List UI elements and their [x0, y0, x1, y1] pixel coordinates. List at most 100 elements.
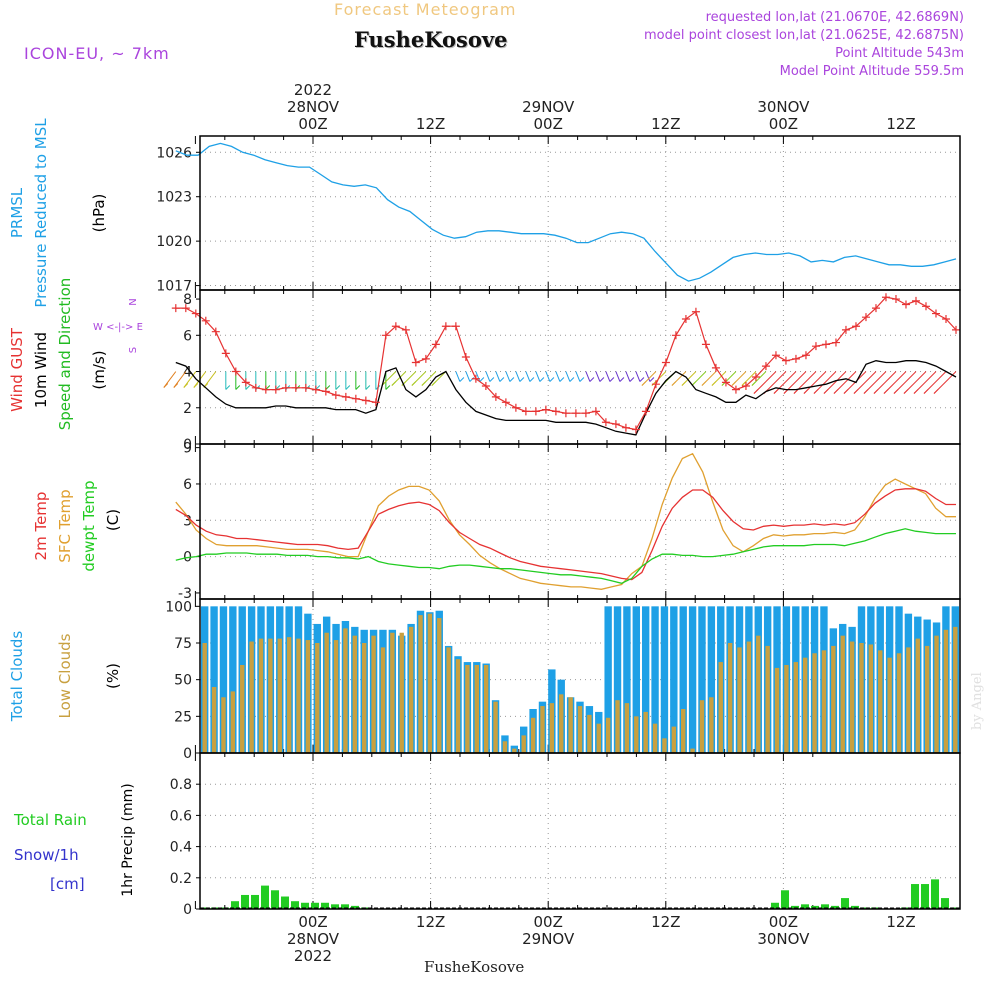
- low-cloud-bar: [465, 665, 470, 753]
- low-cloud-bar: [587, 714, 592, 753]
- gust-marker: [461, 353, 470, 362]
- wind-arrow-head: [933, 389, 939, 394]
- wind-arrow-head: [421, 381, 427, 386]
- low-cloud-bar: [530, 717, 536, 753]
- wind-arrow-head: [773, 389, 779, 394]
- wind-arrow-head: [355, 385, 361, 390]
- wind-arrow-head: [589, 377, 595, 382]
- low-cloud-bar: [953, 626, 958, 753]
- wind-arrow-head: [385, 385, 391, 390]
- wind-direction-arrow: [575, 371, 581, 382]
- gust-marker: [891, 295, 900, 304]
- bottom-time-label: 00Z: [534, 913, 563, 931]
- low-cloud-bar: [221, 697, 226, 753]
- gust-marker: [501, 398, 510, 407]
- low-cloud-bar: [756, 635, 761, 753]
- rain-bar: [821, 904, 829, 909]
- gust-marker: [421, 354, 430, 363]
- wind-arrow-head: [731, 381, 737, 386]
- gust-marker: [711, 363, 720, 372]
- gust-marker: [691, 307, 700, 316]
- y-tick-label: 2: [183, 401, 192, 417]
- wind-arrow-head: [883, 389, 889, 394]
- low-cloud-bar: [343, 628, 348, 753]
- rain-bar: [321, 902, 329, 909]
- y-tick-label: 75: [174, 636, 192, 652]
- low-cloud-bar: [230, 691, 236, 753]
- compass-south: S: [128, 347, 139, 353]
- gust-marker: [651, 380, 660, 389]
- low-cloud-bar: [643, 711, 648, 753]
- low-cloud-bar: [934, 635, 939, 753]
- wind-arrow-head: [753, 389, 759, 394]
- total-cloud-bar: [604, 606, 612, 753]
- low-cloud-bar: [596, 723, 601, 753]
- top-time-label: 00Z: [534, 115, 563, 133]
- low-cloud-bar: [211, 687, 217, 753]
- point-altitude: Point Altitude 543m: [835, 46, 964, 61]
- low-cloud-bar: [671, 726, 677, 753]
- y-tick-label: 4: [183, 365, 192, 381]
- low-cloud-bar: [859, 643, 864, 753]
- wind-arrow-head: [913, 389, 919, 394]
- wind-direction-arrow: [455, 371, 461, 382]
- wind-arrow-head: [235, 385, 241, 390]
- low-cloud-bar: [943, 629, 949, 753]
- gust-marker: [361, 396, 370, 405]
- wind-arrow-head: [391, 381, 397, 386]
- low-cloud-bar: [277, 638, 282, 753]
- y-tick-label: 25: [174, 709, 192, 725]
- low-cloud-bar: [559, 694, 564, 753]
- bottom-time-label: 12Z: [416, 913, 445, 931]
- gust-marker: [641, 407, 650, 416]
- bottom-time-label: 28NOV: [287, 930, 340, 948]
- gust-marker: [751, 372, 760, 381]
- top-time-label: 00Z: [769, 115, 798, 133]
- gust-marker: [921, 302, 930, 311]
- gust-marker: [471, 374, 480, 383]
- total-cloud-bar: [219, 606, 228, 753]
- low-cloud-bar: [380, 647, 386, 753]
- low-cloud-bar: [774, 667, 780, 753]
- low-cloud-bar: [268, 638, 273, 753]
- wind-direction-arrow: [605, 371, 611, 382]
- low-cloud-bar: [784, 665, 789, 753]
- low-cloud-bar: [765, 645, 770, 753]
- wind-arrow-head: [823, 389, 829, 394]
- cloud-unit: (%): [104, 663, 122, 689]
- gust-marker: [221, 349, 230, 358]
- low-cloud-bar: [549, 703, 555, 753]
- wind-arrow-head: [275, 385, 281, 390]
- low-cloud-bar: [652, 723, 658, 753]
- total-cloud-label: Total Clouds: [8, 631, 26, 723]
- temp2m-label: 2m Temp: [32, 492, 50, 561]
- rain-bar: [331, 904, 339, 909]
- rain-bar: [831, 905, 839, 909]
- low-cloud-bar: [577, 706, 583, 753]
- y-tick-label: 6: [183, 477, 192, 493]
- rain-bar: [301, 902, 309, 909]
- wind-arrow-head: [335, 385, 341, 390]
- total-cloud-bar: [651, 606, 659, 753]
- gust-marker: [451, 322, 460, 331]
- gust-marker: [611, 420, 620, 429]
- gust-marker: [581, 409, 590, 418]
- gust-marker: [931, 309, 940, 318]
- wind-label: 10m Wind: [32, 332, 50, 408]
- wind-arrow-head: [641, 381, 647, 386]
- gust-marker: [191, 309, 200, 318]
- temp-unit: (C): [104, 509, 122, 531]
- gust-marker: [671, 331, 680, 340]
- gust-marker: [481, 382, 490, 391]
- wind-direction-arrow: [505, 371, 511, 382]
- wind-direction-arrow: [485, 371, 491, 382]
- wind-arrow-head: [401, 381, 407, 386]
- pressure-line: [175, 142, 957, 282]
- gust-marker: [341, 392, 350, 401]
- wind-direction-arrow: [565, 371, 571, 382]
- low-cloud-bar: [324, 632, 329, 753]
- wind-arrow-head: [193, 383, 199, 388]
- total-cloud-bar: [688, 606, 697, 753]
- wind-arrow-head: [345, 385, 351, 390]
- wind-arrow-head: [265, 385, 271, 390]
